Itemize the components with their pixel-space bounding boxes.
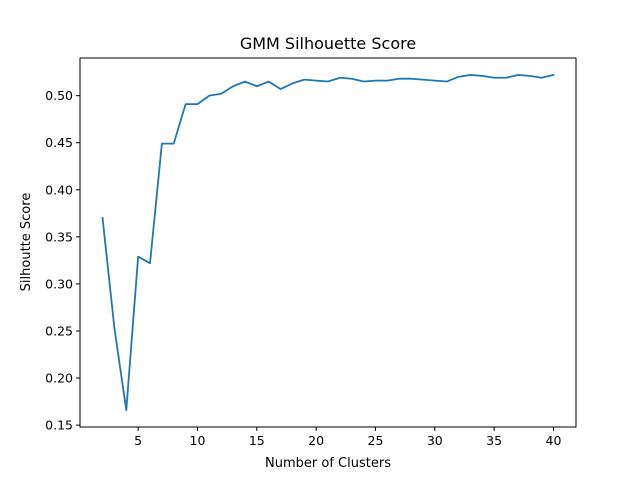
x-tick-label: 25	[368, 433, 384, 448]
x-tick-label: 15	[249, 433, 265, 448]
x-tick-label: 30	[427, 433, 443, 448]
x-tick-label: 40	[546, 433, 562, 448]
x-axis-label: Number of Clusters	[265, 456, 391, 471]
x-tick-label: 10	[190, 433, 206, 448]
y-tick-label: 0.40	[45, 182, 73, 197]
y-tick-label: 0.45	[45, 135, 73, 150]
series-line	[101, 73, 555, 411]
y-tick-label: 0.50	[45, 88, 73, 103]
chart-title: GMM Silhouette Score	[240, 34, 416, 53]
y-tick-label: 0.25	[45, 323, 73, 338]
y-axis-label: Silhoutte Score	[19, 193, 34, 292]
y-tick-label: 0.15	[45, 418, 73, 433]
plot-frame	[79, 57, 577, 428]
y-tick-label: 0.30	[45, 276, 73, 291]
x-tick-label: 20	[308, 433, 324, 448]
y-tick-label: 0.20	[45, 371, 73, 386]
x-axis: 5 10 15 20 25 30 35 40	[134, 427, 561, 448]
series-layer	[101, 73, 555, 411]
y-axis: 0.15 0.20 0.25 0.30 0.35 0.40 0.45 0.50	[45, 88, 80, 433]
y-tick-label: 0.35	[45, 229, 73, 244]
x-tick-label: 35	[486, 433, 502, 448]
x-tick-label: 5	[134, 433, 142, 448]
